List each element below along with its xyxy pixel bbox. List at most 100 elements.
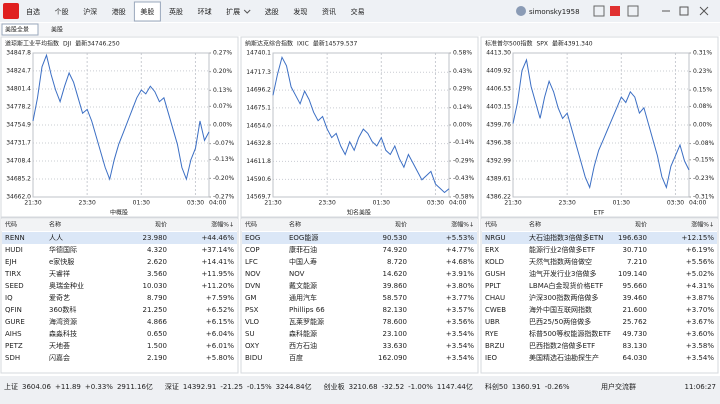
cell[interactable]: 美国精选石油勘探生产 xyxy=(529,353,599,362)
nav-tab[interactable]: 美股 xyxy=(140,7,154,16)
cell[interactable]: EJH xyxy=(5,258,17,266)
cell[interactable]: 天然气指数两倍做空 xyxy=(529,257,592,266)
cell[interactable]: 巴西25/50两倍做多 xyxy=(529,317,591,326)
cell[interactable]: EOG能源 xyxy=(289,233,318,242)
cell[interactable]: 爱奇艺 xyxy=(49,293,70,302)
cell[interactable]: GUSH xyxy=(485,270,505,278)
cell[interactable]: VLO xyxy=(245,318,259,326)
maximize-button[interactable] xyxy=(679,6,689,16)
column-header[interactable]: 现价 xyxy=(635,222,647,229)
nav-tab[interactable]: 资讯 xyxy=(322,7,336,16)
cell[interactable]: 巴西指数2倍做多ETF xyxy=(529,341,595,350)
cell[interactable]: COP xyxy=(245,246,260,254)
alert-icon[interactable] xyxy=(610,6,620,16)
cell[interactable]: LFC xyxy=(245,258,258,266)
column-header[interactable]: 现价 xyxy=(155,222,167,229)
cell[interactable]: 油气开发行业3倍做多 xyxy=(529,269,596,278)
cell[interactable]: GURE xyxy=(5,318,25,326)
column-header[interactable]: 代码 xyxy=(485,221,497,229)
cell[interactable]: SEED xyxy=(5,282,24,290)
column-header[interactable]: 名称 xyxy=(289,221,301,229)
column-header[interactable]: 现价 xyxy=(395,222,407,229)
cell[interactable]: 海外中国互联网指数 xyxy=(529,305,592,314)
nav-tab[interactable]: 环球 xyxy=(198,7,212,16)
settings-icon[interactable] xyxy=(627,5,639,17)
cell[interactable]: 华德国际 xyxy=(49,245,77,254)
cell[interactable]: PSX xyxy=(245,306,259,314)
cell[interactable]: IEO xyxy=(485,354,497,362)
cell[interactable]: UBR xyxy=(485,318,500,326)
cell[interactable]: 能源行业2倍做多ETF xyxy=(529,245,595,254)
cell[interactable]: TIRX xyxy=(4,270,21,278)
cell[interactable]: LBMA白金现货价格ETF xyxy=(529,281,603,290)
app-logo[interactable] xyxy=(3,3,19,19)
column-header[interactable]: 代码 xyxy=(245,221,257,229)
cell[interactable]: SDH xyxy=(5,354,20,362)
cell[interactable]: 标普500等权能源指数ETF xyxy=(529,329,611,338)
cell[interactable]: ERX xyxy=(485,246,499,254)
cell[interactable]: IQ xyxy=(5,294,13,302)
cell[interactable]: SU xyxy=(245,330,255,338)
cell[interactable]: e家快服 xyxy=(49,257,74,266)
column-header[interactable]: 名称 xyxy=(49,221,61,229)
column-header[interactable]: 涨幅%↓ xyxy=(451,221,474,229)
cell[interactable]: RYE xyxy=(485,330,498,338)
cell[interactable]: 中国人寿 xyxy=(289,257,317,266)
cell[interactable]: 森淼科技 xyxy=(49,329,77,338)
cell[interactable]: 海湾资源 xyxy=(49,317,77,326)
column-header[interactable]: 名称 xyxy=(529,221,541,229)
cell[interactable]: GM xyxy=(245,294,256,302)
column-header[interactable]: 代码 xyxy=(5,221,17,229)
cell[interactable]: 百度 xyxy=(289,353,303,362)
cell[interactable]: AIHS xyxy=(5,330,22,338)
cell[interactable]: 人人 xyxy=(49,234,63,242)
cell[interactable]: 大石油指数3倍做多ETN xyxy=(529,233,603,242)
cell[interactable]: 西方石油 xyxy=(289,341,317,350)
cell[interactable]: 沪深300指数两倍做多 xyxy=(529,293,598,302)
cell[interactable]: HUDI xyxy=(5,246,23,254)
cell[interactable]: NOV xyxy=(289,270,305,278)
nav-tab[interactable]: 自选 xyxy=(26,7,40,16)
cell[interactable]: CHAU xyxy=(485,294,505,302)
nav-tab[interactable]: 港股 xyxy=(112,7,126,16)
cell[interactable]: PPLT xyxy=(485,282,501,290)
cell[interactable]: DVN xyxy=(245,282,260,290)
column-header[interactable]: 涨幅%↓ xyxy=(211,221,234,229)
cell[interactable]: 闪嘉会 xyxy=(49,353,70,362)
mail-icon[interactable] xyxy=(593,5,605,17)
cell[interactable]: 天睿祥 xyxy=(49,269,70,278)
cell[interactable]: 康菲石油 xyxy=(289,245,317,254)
cell[interactable]: RENN xyxy=(5,234,25,242)
cell[interactable]: 通用汽车 xyxy=(289,293,317,302)
cell[interactable]: BIDU xyxy=(245,354,262,362)
nav-tab[interactable]: 扩展 xyxy=(226,7,240,16)
cell[interactable]: OXY xyxy=(245,342,260,350)
sub-tab[interactable]: 美股全景 xyxy=(5,26,29,34)
nav-tab[interactable]: 交易 xyxy=(351,7,365,16)
community-link[interactable]: 用户交流群 xyxy=(601,382,636,391)
nav-tab[interactable]: 沪深 xyxy=(83,7,97,16)
cell[interactable]: PETZ xyxy=(5,342,23,350)
cell[interactable]: CWEB xyxy=(485,306,506,314)
cell[interactable]: 奥瑞金种业 xyxy=(49,281,84,290)
nav-tab[interactable]: 英股 xyxy=(169,7,183,16)
cell[interactable]: BRZU xyxy=(485,342,505,350)
cell[interactable]: 360数科 xyxy=(49,305,76,314)
column-header[interactable]: 涨幅%↓ xyxy=(691,221,714,229)
nav-tab[interactable]: 选股 xyxy=(265,7,279,16)
cell[interactable]: QFIN xyxy=(5,306,22,314)
cell[interactable]: 瓦莱罗能源 xyxy=(289,317,324,326)
user-avatar[interactable] xyxy=(516,6,526,16)
cell[interactable]: NOV xyxy=(245,270,261,278)
cell[interactable]: 戴文能源 xyxy=(289,281,317,290)
cell[interactable]: EOG xyxy=(245,234,260,242)
cell[interactable]: NRGU xyxy=(485,234,506,242)
cell[interactable]: 森科能源 xyxy=(289,329,317,338)
cell[interactable]: 天地荟 xyxy=(49,341,70,350)
close-button[interactable] xyxy=(699,6,709,16)
cell[interactable]: KOLD xyxy=(485,258,504,266)
cell[interactable]: Phillips 66 xyxy=(289,306,325,314)
nav-tab[interactable]: 个股 xyxy=(55,8,69,16)
sub-tab[interactable]: 美股 xyxy=(51,26,63,34)
user-name[interactable]: simonsky1958 xyxy=(529,8,580,16)
